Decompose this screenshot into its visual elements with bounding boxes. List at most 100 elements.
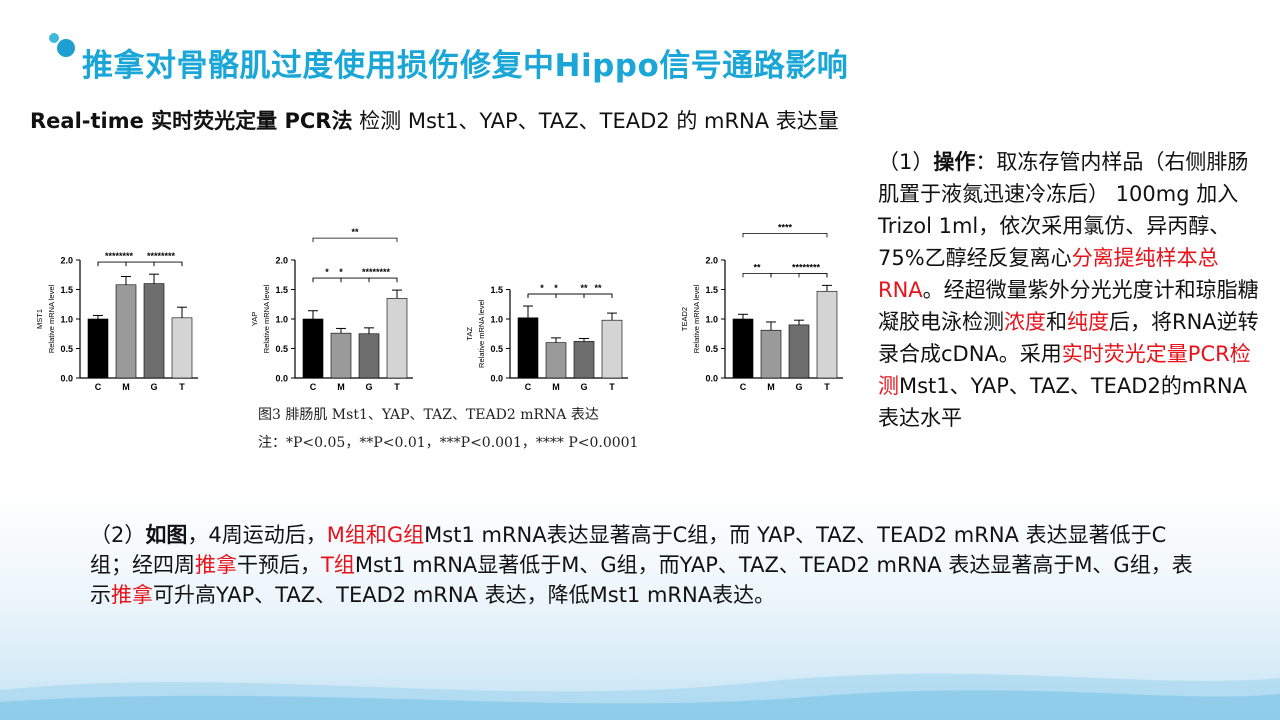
op-text-7: 和: [1046, 310, 1067, 334]
res-highlight-2: 推拿: [195, 553, 237, 577]
y-tick-label: 2.0: [705, 256, 718, 266]
y-axis-label: MST1: [35, 309, 44, 329]
res-text-1: （2）: [90, 523, 146, 547]
x-tick-label: C: [525, 382, 532, 392]
res-text-11: 可升高YAP、TAZ、TEAD2 mRNA 表达，降低Mst1 mRNA表达。: [153, 583, 776, 607]
y-tick-label: 0.5: [275, 344, 288, 354]
bar: [788, 324, 810, 379]
res-text-3: ，4周运动后，: [187, 523, 327, 547]
bar: [171, 317, 193, 379]
significance-label: ****: [147, 251, 162, 261]
y-axis-label: Relative mRNA level: [262, 284, 271, 353]
significance-label: ****: [376, 267, 391, 277]
y-tick-label: 1.5: [275, 285, 288, 295]
figure-caption: 图3 腓肠肌 Mst1、YAP、TAZ、TEAD2 mRNA 表达: [258, 407, 599, 423]
res-text-2: 如图: [145, 523, 188, 547]
op-highlight-2: 浓度: [1004, 310, 1046, 334]
x-tick-label: T: [824, 382, 830, 392]
bar: [115, 284, 137, 379]
page-title: 推拿对骨骼肌过度使用损伤修复中Hippo信号通路影响: [82, 48, 849, 84]
bar: [330, 332, 352, 379]
y-axis-label: TAZ: [465, 327, 474, 341]
bar: [517, 317, 539, 379]
significance-bracket: [583, 293, 613, 299]
bar: [302, 318, 324, 379]
significance-label: *: [540, 283, 544, 293]
x-tick-label: C: [95, 382, 102, 392]
x-tick-label: M: [337, 382, 345, 392]
bar: [143, 283, 165, 379]
y-tick-label: 1.5: [60, 285, 73, 295]
res-text-9: Mst1 mRNA显著低于M、G组，而YAP、TAZ、TEAD2 mRNA 表达…: [90, 553, 1193, 607]
y-axis-label: YAP: [250, 312, 259, 326]
y-axis-label: Relative mRNA level: [692, 284, 701, 353]
x-tick-label: T: [179, 382, 185, 392]
operation-paragraph: （1）操作：取冻存管内样品（右侧腓肠肌置于液氮迅速冷冻后） 100mg 加入 T…: [878, 146, 1263, 434]
bar: [358, 333, 380, 379]
significance-bracket: [770, 272, 828, 278]
significance-bracket: [742, 232, 828, 238]
x-tick-label: G: [580, 382, 587, 392]
background-wave: [0, 673, 1280, 720]
significance-label: ****: [792, 262, 807, 272]
x-tick-label: T: [394, 382, 400, 392]
bar: [386, 298, 408, 379]
op-text-3: ：取冻存管内样品（右侧腓肠肌置于液氮迅速冷冻后） 100mg 加入 Trizol…: [878, 150, 1249, 270]
significance-bracket: [368, 277, 398, 283]
op-highlight-1: 分离提纯样本总RNA: [878, 246, 1219, 302]
res-highlight-3: T组: [321, 553, 355, 577]
bar: [573, 341, 595, 379]
y-axis-label: Relative mRNA level: [47, 284, 56, 353]
significance-bracket: [555, 293, 613, 299]
x-tick-label: G: [795, 382, 802, 392]
op-text-9: 后，将RNA逆转录合成cDNA。采用: [878, 310, 1259, 366]
method-subtitle-bold: Real-time 实时荧光定量 PCR法: [30, 109, 353, 133]
significance-label: *: [339, 267, 343, 277]
x-tick-label: M: [767, 382, 775, 392]
significance-bracket: [97, 261, 127, 267]
y-tick-label: 0.0: [705, 374, 718, 384]
significance-bracket: [340, 277, 398, 283]
significance-bracket: [312, 277, 342, 283]
result-paragraph: （2）如图，4周运动后，M组和G组Mst1 mRNA表达显著高于C组，而 YAP…: [90, 520, 1200, 610]
y-tick-label: 0.0: [60, 374, 73, 384]
bar: [87, 318, 109, 379]
bar: [601, 319, 623, 379]
significance-label: ****: [778, 222, 793, 232]
op-highlight-4: 实时荧光定量PCR检测: [878, 342, 1251, 398]
y-tick-label: 0.0: [490, 374, 503, 384]
significance-label: ****: [105, 251, 120, 261]
op-text-2: 操作: [933, 150, 976, 174]
x-tick-label: C: [310, 382, 317, 392]
op-text-11: Mst1、YAP、TAZ、TEAD2的mRNA表达水平: [878, 374, 1247, 430]
bar: [816, 290, 838, 379]
y-tick-label: 0.5: [60, 344, 73, 354]
figure-note: 注：*P<0.05，**P<0.01，***P<0.001，**** P<0.0…: [258, 435, 639, 451]
op-highlight-3: 纯度: [1067, 310, 1109, 334]
significance-label: ****: [161, 251, 176, 261]
significance-label: *: [554, 283, 558, 293]
y-tick-label: 1.5: [705, 285, 718, 295]
x-tick-label: M: [552, 382, 560, 392]
bar: [732, 318, 754, 379]
y-tick-label: 0.0: [275, 374, 288, 384]
res-highlight-1: M组和G组: [326, 523, 425, 547]
x-tick-label: G: [365, 382, 372, 392]
significance-label: *: [325, 267, 329, 277]
significance-label: **: [753, 262, 761, 272]
res-text-7: 干预后，: [237, 553, 321, 577]
x-tick-label: G: [150, 382, 157, 392]
bar: [760, 329, 782, 379]
significance-bracket: [798, 272, 828, 278]
y-tick-label: 0.5: [705, 344, 718, 354]
significance-bracket: [742, 272, 772, 278]
y-tick-label: 0.5: [490, 344, 503, 354]
significance-label: ****: [362, 267, 377, 277]
figure-panel: 0.0 0.5 1.0 1.5 2.0 MST1 Relative mRNA level C M…: [20, 188, 870, 478]
y-tick-label: 1.0: [60, 315, 73, 325]
significance-label: **: [580, 283, 588, 293]
y-tick-label: 1.5: [490, 285, 503, 295]
significance-bracket: [312, 237, 398, 243]
x-tick-label: T: [609, 382, 615, 392]
y-tick-label: 1.0: [490, 315, 503, 325]
